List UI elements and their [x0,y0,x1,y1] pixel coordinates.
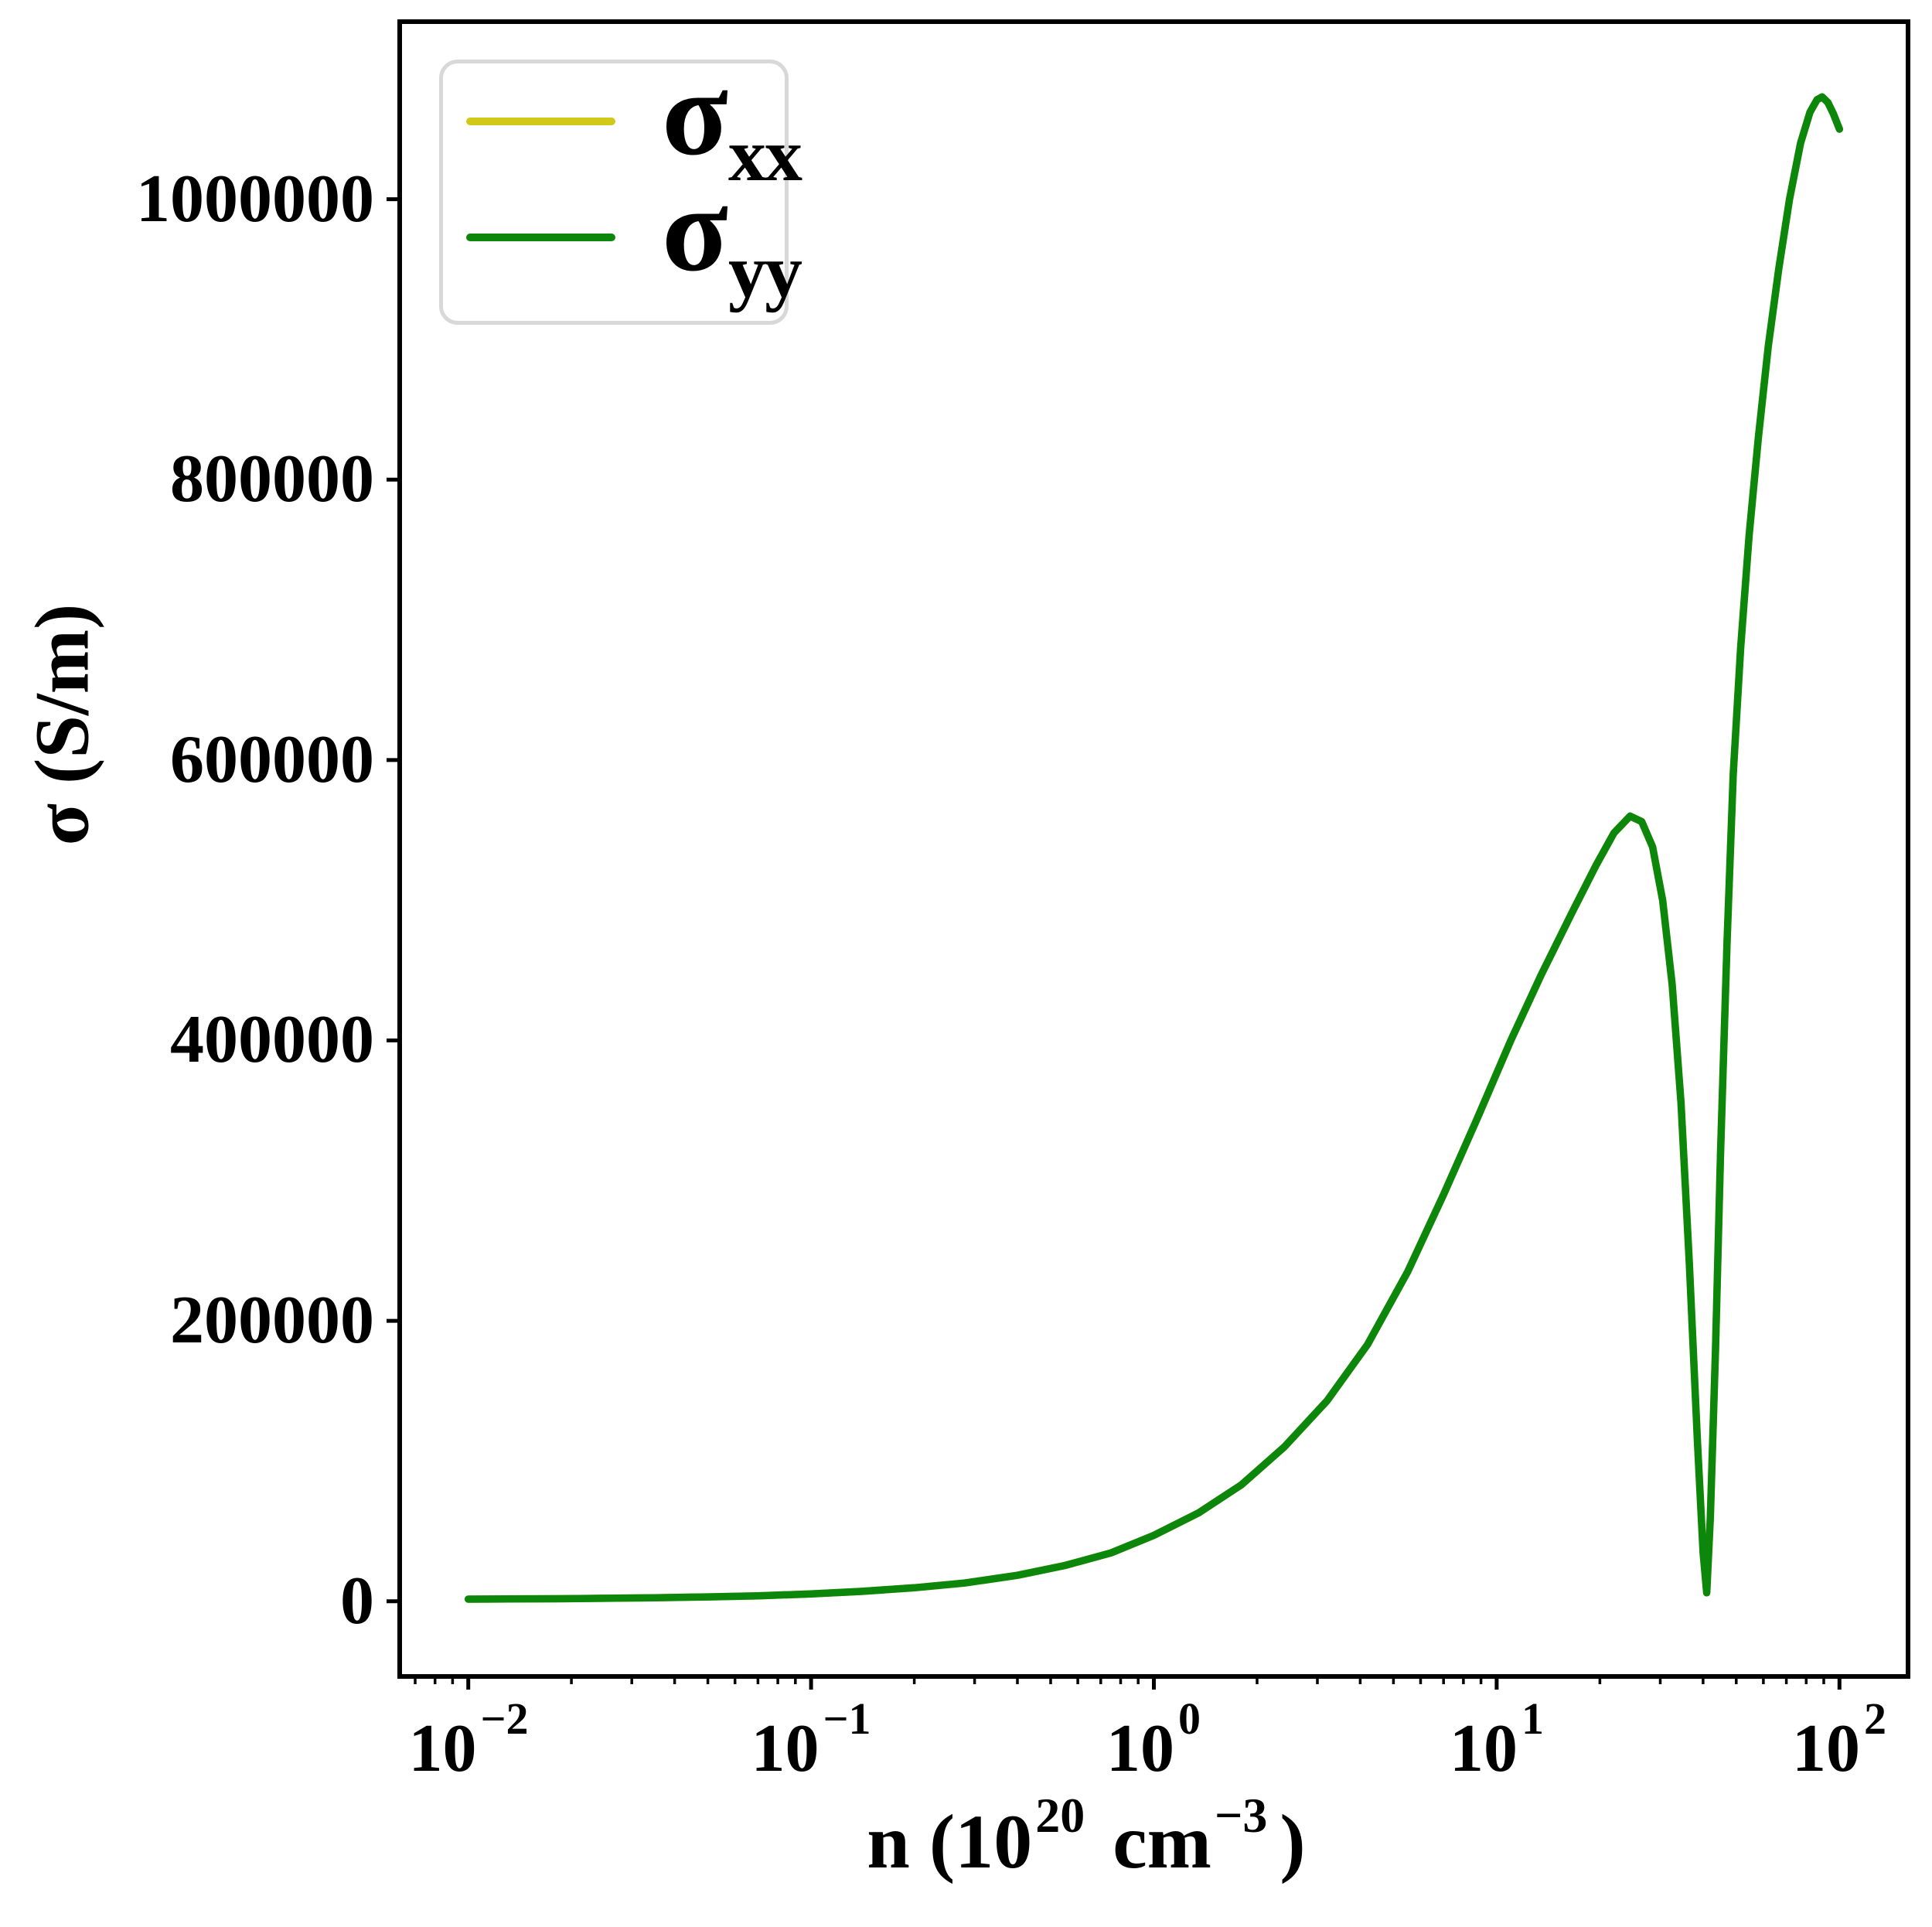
x-axis-label-exponent: 20 [1035,1788,1085,1843]
x-tick-label-exponent: −1 [823,1693,871,1744]
legend-entry-sigma-yy: σyy [443,169,802,313]
series-line-sigma-yy [464,93,1844,1603]
x-tick-label: 10−1 [751,1693,871,1790]
legend-label-sigma-yy: σyy [662,169,802,314]
y-tick-label: 400000 [170,1002,374,1077]
y-tick-label: 800000 [170,442,374,517]
y-tick-label: 0 [340,1564,374,1639]
x-axis-label: n (1020 cm−3) [867,1788,1305,1890]
x-tick-label: 10−2 [408,1693,528,1790]
x-axis-label-part: cm [1113,1799,1211,1884]
legend-label-base: σ [662,46,728,181]
x-tick-label-exponent: 0 [1178,1693,1201,1744]
legend-label-subscript: xx [727,114,802,197]
y-axis-label: σ (S/m) [19,603,105,846]
legend-entry-sigma-xx: σxx [443,53,802,197]
legend-label-base: σ [662,162,728,297]
x-tick-label-base: 10 [751,1711,819,1786]
x-tick-label-base: 10 [1106,1711,1174,1786]
x-tick-label-base: 10 [1450,1711,1518,1786]
x-tick-label: 101 [1450,1693,1544,1790]
y-tick-label: 1000000 [136,162,374,237]
legend-line-sigma-xx [466,118,615,125]
x-axis-label-exponent: −3 [1214,1788,1268,1843]
legend-line-sigma-yy [466,234,615,241]
x-axis-label-part: n (10 [867,1799,1033,1884]
y-tick-label: 200000 [170,1283,374,1358]
x-axis-label-part: ) [1279,1799,1306,1884]
x-tick-label: 100 [1106,1693,1201,1790]
x-tick-label-base: 10 [1792,1711,1860,1786]
x-tick-label-exponent: −2 [480,1693,529,1744]
x-tick-label-base: 10 [408,1711,477,1786]
legend: σxx σyy [439,53,802,325]
y-tick-label: 600000 [170,722,374,797]
legend-label-subscript: yy [727,230,802,313]
x-tick-label: 102 [1792,1693,1886,1790]
x-tick-label-exponent: 2 [1864,1693,1886,1744]
legend-label-sigma-xx: σxx [662,53,802,198]
x-tick-label-exponent: 1 [1521,1693,1544,1744]
